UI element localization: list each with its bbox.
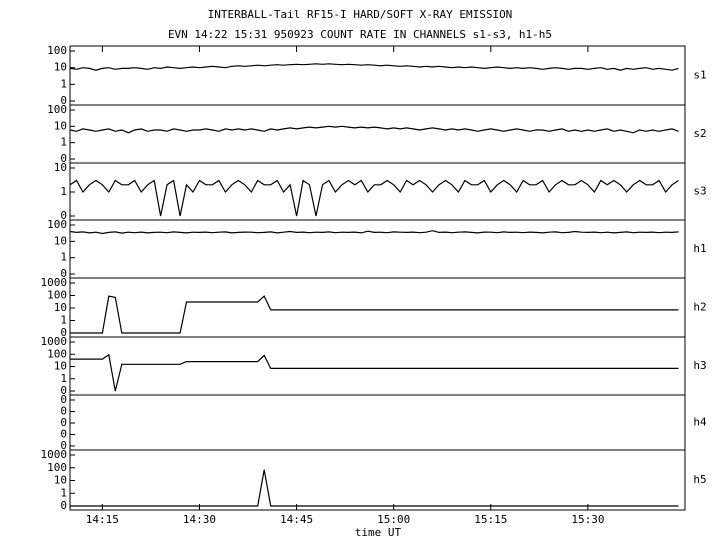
y-tick-label: 1 (60, 251, 67, 264)
y-tick-label: 0 (60, 499, 67, 512)
channel-label: s2 (693, 127, 706, 140)
y-tick-label: 0 (60, 439, 67, 452)
channel-label: h3 (693, 359, 706, 372)
y-tick-label: 100 (47, 44, 67, 57)
y-tick-label: 1000 (41, 448, 68, 461)
panel-frame (69, 162, 686, 221)
panel-frame (69, 219, 686, 279)
data-line (69, 125, 679, 134)
x-tick-label: 15:15 (474, 513, 507, 526)
data-line (70, 469, 679, 507)
data-line (70, 353, 679, 392)
y-tick-label: 0 (60, 326, 67, 339)
y-tick-label: 0 (60, 152, 67, 165)
y-tick-label: 1000 (41, 276, 68, 289)
channel-label: h4 (693, 416, 707, 429)
panel-frame (69, 449, 686, 511)
panel-frame (69, 394, 686, 451)
y-tick-label: 100 (47, 461, 67, 474)
y-tick-label: 0 (60, 209, 67, 222)
y-tick-label: 0 (60, 384, 67, 397)
data-line (69, 179, 679, 217)
y-tick-label: 100 (47, 218, 67, 231)
y-tick-label: 100 (47, 289, 67, 302)
channel-label: s3 (693, 185, 706, 198)
y-tick-label: 0 (60, 94, 67, 107)
channel-label: s1 (693, 69, 706, 82)
y-tick-label: 100 (47, 103, 67, 116)
y-tick-label: 10 (54, 61, 67, 74)
y-tick-label: 1 (60, 136, 67, 149)
x-tick-label: 15:00 (377, 513, 410, 526)
x-tick-label: 14:30 (183, 513, 216, 526)
y-tick-label: 100 (47, 347, 67, 360)
panel-frame (69, 336, 686, 396)
data-line (70, 295, 679, 334)
y-tick-label: 1 (60, 486, 67, 499)
y-tick-label: 1 (60, 372, 67, 385)
y-tick-label: 10 (54, 360, 67, 373)
y-tick-label: 0 (60, 267, 67, 280)
y-tick-label: 10 (54, 474, 67, 487)
panel-frame (69, 277, 686, 338)
y-tick-label: 10 (54, 119, 67, 132)
y-tick-label: 1 (60, 314, 67, 327)
y-tick-label: 1 (60, 185, 67, 198)
y-tick-label: 0 (60, 428, 67, 441)
y-tick-label: 10 (54, 234, 67, 247)
y-tick-label: 1000 (41, 335, 68, 348)
y-tick-label: 1 (60, 77, 67, 90)
chart-subtitle: EVN 14:22 15:31 950923 COUNT RATE IN CHA… (168, 28, 552, 41)
y-tick-label: 0 (60, 405, 67, 418)
channel-label: h5 (693, 473, 706, 486)
channel-label: h2 (693, 301, 706, 314)
data-line (69, 230, 679, 235)
data-line (69, 63, 679, 71)
x-axis-label: time UT (355, 526, 402, 539)
y-tick-label: 0 (60, 393, 67, 406)
panel-frame (69, 104, 686, 164)
x-tick-label: 14:45 (280, 513, 313, 526)
panel-frame (69, 45, 686, 106)
y-tick-label: 0 (60, 416, 67, 429)
y-tick-label: 10 (54, 161, 67, 174)
x-tick-label: 14:15 (86, 513, 119, 526)
y-tick-label: 10 (54, 301, 67, 314)
channel-label: h1 (693, 242, 706, 255)
x-tick-label: 15:30 (571, 513, 604, 526)
chart-title: INTERBALL-Tail RF15-I HARD/SOFT X-RAY EM… (208, 8, 513, 21)
